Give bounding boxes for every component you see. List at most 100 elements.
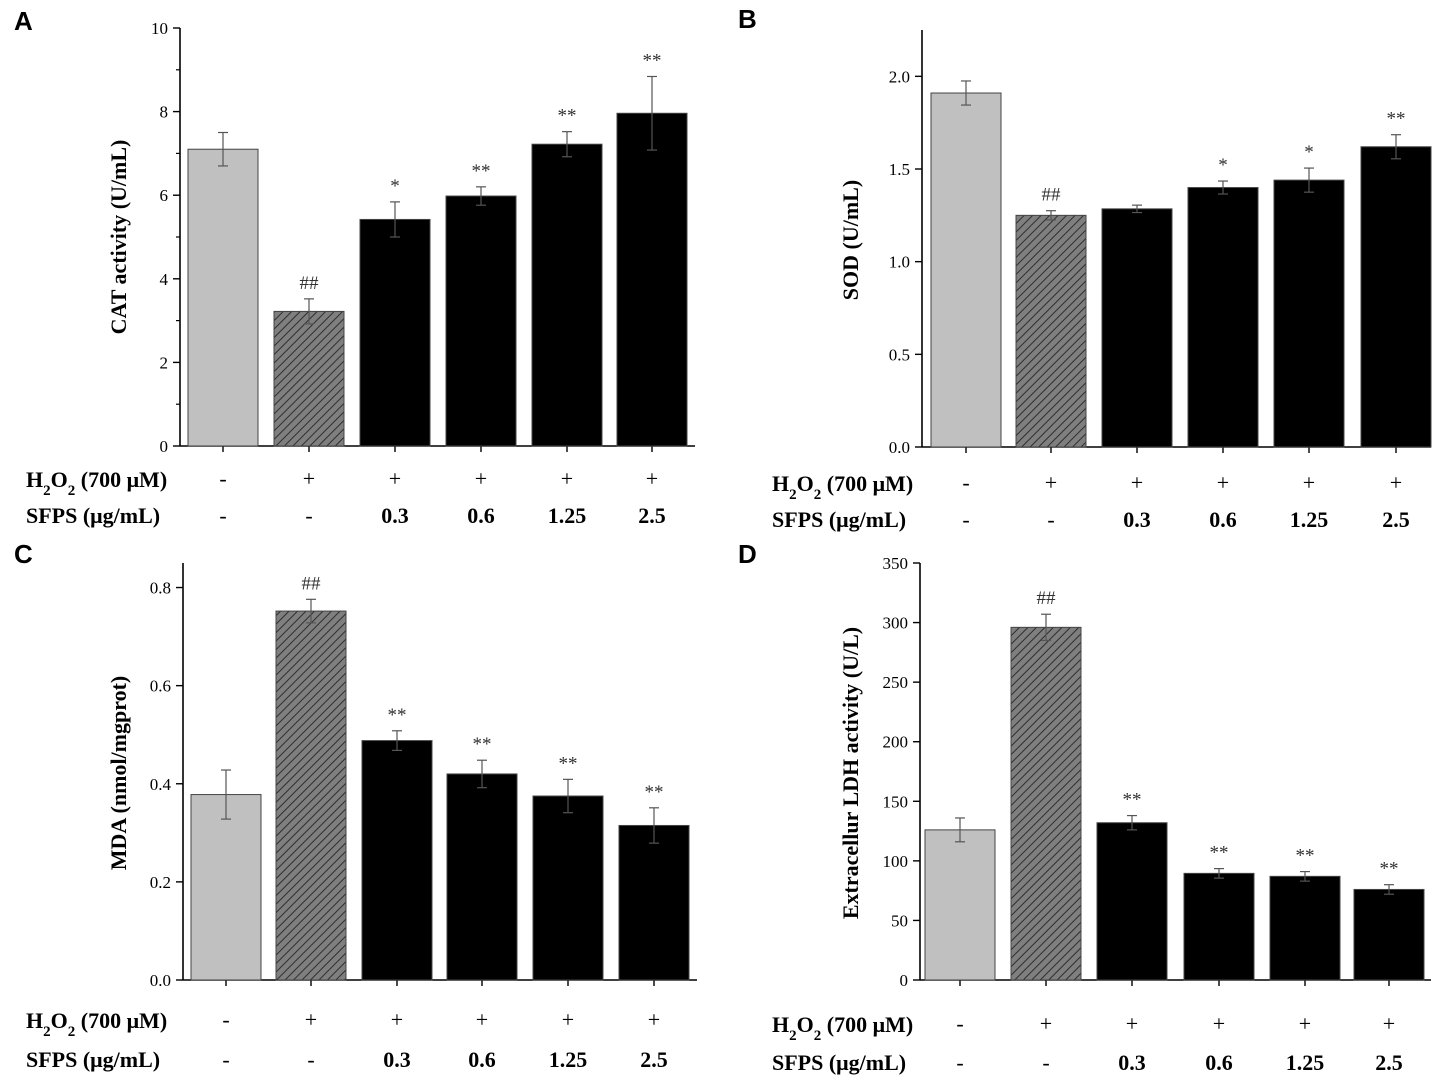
- significance-label: ##: [302, 573, 322, 594]
- row-value-sfps: 1.25: [549, 1047, 588, 1072]
- significance-label: **: [388, 705, 407, 726]
- error-bar: [218, 131, 228, 167]
- panel-c: C 0.0 0.2 0.4 0.6 0.8 MDA (nmol/mgprot) ## ** ** *…: [14, 539, 697, 1072]
- row-value-sfps: 0.6: [1205, 1050, 1233, 1075]
- bar-model: [275, 610, 347, 981]
- bar-treatment: [1187, 187, 1259, 448]
- error-bar: [649, 807, 659, 844]
- y-tick-label: 250: [883, 673, 909, 692]
- error-bar: [1218, 180, 1228, 195]
- panel-d: D 0 50 100 150 200 250 300 350 Extracellur LDH ac…: [738, 539, 1431, 1075]
- row-value-h2o2: -: [956, 1011, 963, 1036]
- y-tick-label: 10: [151, 19, 168, 38]
- row-value-h2o2: +: [1299, 1011, 1311, 1036]
- row-value-sfps: -: [307, 1047, 314, 1072]
- significance-label: *: [1304, 142, 1314, 163]
- row-value-h2o2: +: [475, 466, 487, 491]
- y-tick-label: 0.4: [150, 775, 172, 794]
- significance-label: ##: [1042, 185, 1062, 206]
- error-bar: [1304, 167, 1314, 193]
- row-value-h2o2: +: [1045, 470, 1057, 495]
- row-value-h2o2: +: [1217, 470, 1229, 495]
- row-value-sfps: -: [1047, 507, 1054, 532]
- error-bar: [476, 186, 486, 206]
- y-axis-label: Extracellur LDH activity (U/L): [838, 627, 863, 919]
- row-value-sfps: -: [222, 1047, 229, 1072]
- y-tick-label: 0.8: [150, 579, 171, 598]
- error-bar: [1041, 613, 1051, 642]
- bar-model: [1015, 214, 1087, 448]
- row-value-h2o2: +: [1131, 470, 1143, 495]
- row-value-sfps: -: [1042, 1050, 1049, 1075]
- row-value-sfps: -: [956, 1050, 963, 1075]
- y-axis-label: CAT activity (U/mL): [106, 140, 131, 335]
- row-value-sfps: -: [305, 503, 312, 528]
- y-axis-label: MDA (nmol/mgprot): [106, 676, 131, 871]
- row-value-h2o2: +: [391, 1007, 403, 1032]
- y-tick-label: 6: [160, 186, 169, 205]
- bar-treatment: [1273, 179, 1345, 448]
- row-value-sfps: 0.3: [383, 1047, 411, 1072]
- y-tick-label: 0.5: [889, 345, 910, 364]
- row-value-h2o2: +: [305, 1007, 317, 1032]
- significance-label: **: [473, 734, 492, 755]
- significance-label: **: [558, 106, 577, 127]
- error-bar: [562, 131, 572, 158]
- error-bar: [390, 201, 400, 238]
- error-bar: [1127, 814, 1137, 831]
- row-value-sfps: 0.6: [468, 1047, 496, 1072]
- significance-label: **: [472, 161, 491, 182]
- row-label-h2o2: H2O2 (700 μM): [26, 467, 167, 499]
- row-label-sfps: SFPS (μg/mL): [26, 503, 160, 528]
- y-tick-label: 0.0: [150, 971, 171, 990]
- row-label-sfps: SFPS (μg/mL): [26, 1047, 160, 1072]
- significance-label: ##: [300, 273, 320, 294]
- y-axis-label: SOD (U/mL): [838, 180, 863, 300]
- row-value-sfps: 1.25: [548, 503, 587, 528]
- y-tick-label: 2: [160, 353, 169, 372]
- bar-treatment: [1101, 208, 1173, 448]
- error-bar: [1384, 884, 1394, 895]
- significance-label: *: [390, 176, 400, 197]
- y-tick-label: 300: [883, 614, 909, 633]
- row-value-h2o2: +: [562, 1007, 574, 1032]
- bar-treatment: [1183, 872, 1255, 981]
- bar-control: [924, 829, 996, 981]
- row-value-h2o2: +: [1213, 1011, 1225, 1036]
- row-value-sfps: 2.5: [638, 503, 666, 528]
- significance-label: **: [1210, 843, 1229, 864]
- row-label-sfps: SFPS (μg/mL): [772, 1050, 906, 1075]
- bar-treatment: [359, 218, 431, 447]
- bar-model: [1010, 626, 1082, 981]
- panel-letter: C: [14, 539, 33, 569]
- row-value-sfps: 2.5: [640, 1047, 668, 1072]
- panel-letter: A: [14, 6, 33, 36]
- significance-label: **: [1296, 846, 1315, 867]
- error-bar: [392, 730, 402, 752]
- error-bar: [563, 778, 573, 814]
- bar-treatment: [1096, 822, 1168, 981]
- error-bar: [306, 598, 316, 624]
- row-value-h2o2: +: [646, 466, 658, 491]
- row-value-sfps: 0.3: [1123, 507, 1151, 532]
- bar-treatment: [618, 824, 690, 981]
- y-tick-label: 1.5: [889, 160, 910, 179]
- row-value-h2o2: +: [1390, 470, 1402, 495]
- bar-control: [190, 794, 262, 981]
- error-bar: [1046, 210, 1056, 221]
- bar-treatment: [532, 795, 604, 981]
- row-value-sfps: 2.5: [1375, 1050, 1403, 1075]
- error-bar: [1132, 204, 1142, 214]
- row-value-sfps: -: [962, 507, 969, 532]
- y-tick-label: 0.2: [150, 873, 171, 892]
- row-value-h2o2: +: [648, 1007, 660, 1032]
- significance-label: *: [1218, 155, 1228, 176]
- y-tick-label: 0.6: [150, 677, 171, 696]
- y-tick-label: 0: [900, 971, 909, 990]
- bar-treatment: [531, 143, 603, 447]
- significance-label: **: [645, 782, 664, 803]
- row-value-sfps: -: [219, 503, 226, 528]
